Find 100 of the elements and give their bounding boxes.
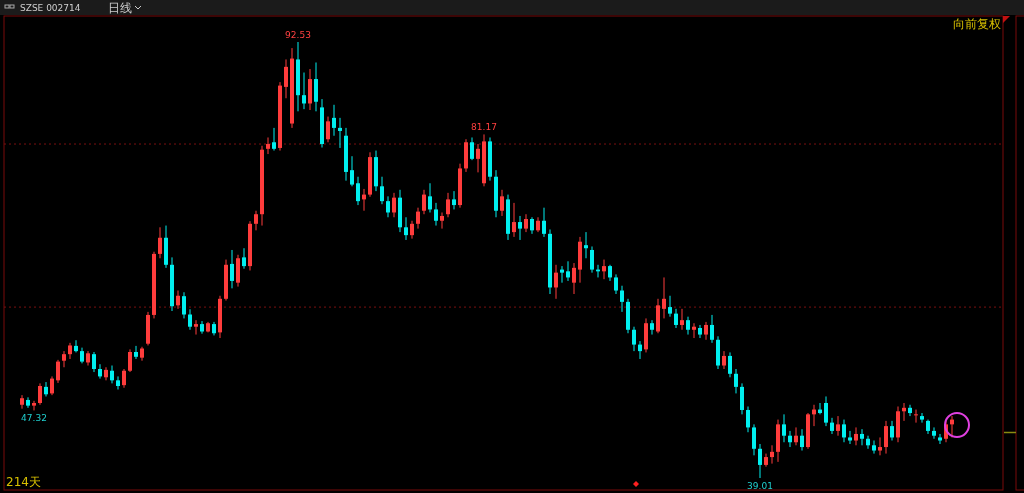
candlestick	[824, 395, 828, 427]
candlestick	[188, 308, 192, 331]
candlestick	[422, 189, 426, 215]
candlestick	[836, 415, 840, 437]
candlestick	[104, 366, 108, 381]
chart-title: SZSE 002714	[20, 3, 81, 13]
candlestick	[62, 350, 66, 368]
candlestick	[434, 202, 438, 227]
annotation: 81.17	[471, 122, 497, 133]
candlestick	[740, 382, 744, 415]
candlestick	[788, 430, 792, 448]
candlestick	[920, 412, 924, 424]
candlestick	[452, 190, 456, 210]
candlestick	[560, 265, 564, 284]
candlestick	[698, 324, 702, 339]
candlestick	[632, 326, 636, 352]
candlestick	[44, 381, 48, 397]
text: 向前复权	[953, 17, 1001, 31]
candlestick	[602, 259, 606, 280]
candlestick	[392, 192, 396, 218]
candlestick	[500, 189, 504, 217]
candlestick	[758, 443, 762, 479]
candlestick	[416, 207, 420, 230]
candlestick	[848, 430, 852, 445]
candlestick	[542, 207, 546, 238]
candlestick	[746, 406, 750, 433]
candlestick	[386, 195, 390, 218]
candlestick	[326, 116, 330, 143]
candlestick	[638, 340, 642, 360]
candlestick	[302, 72, 306, 110]
candlestick	[266, 136, 270, 155]
candlestick	[440, 211, 444, 230]
candlestick	[752, 423, 756, 456]
candlestick	[92, 351, 96, 373]
candlestick	[254, 210, 258, 231]
candlestick	[728, 351, 732, 378]
candlestick	[428, 182, 432, 213]
candlestick	[512, 202, 516, 238]
candlestick	[782, 413, 786, 443]
candlestick	[878, 436, 882, 456]
candlestick	[884, 420, 888, 455]
candlestick	[518, 215, 522, 241]
candlestick	[734, 368, 738, 394]
candlestick	[680, 308, 684, 331]
candlestick	[662, 276, 666, 319]
candlestick	[470, 136, 474, 161]
candlestick	[590, 245, 594, 274]
candlestick	[674, 308, 678, 329]
candlestick	[32, 400, 36, 411]
candlestick	[770, 444, 774, 465]
candlestick	[122, 368, 126, 389]
candlestick	[242, 247, 246, 270]
candlestick	[356, 176, 360, 206]
annotation: 214天	[6, 475, 41, 489]
candlestick	[710, 314, 714, 344]
candlestick	[620, 285, 624, 313]
candlestick	[332, 104, 336, 137]
candlestick	[350, 155, 354, 187]
candlestick	[860, 428, 864, 446]
candlestick	[182, 291, 186, 319]
candlestick	[230, 249, 234, 289]
candlestick	[614, 273, 618, 295]
candlestick	[26, 396, 30, 409]
candlestick	[98, 363, 102, 380]
candlestick	[692, 322, 696, 339]
annotation: 92.53	[285, 30, 311, 40]
candlestick	[272, 127, 276, 152]
candlestick	[866, 435, 870, 450]
candlestick	[800, 428, 804, 452]
candlestick	[872, 440, 876, 455]
candlestick	[38, 382, 42, 406]
candlestick	[914, 409, 918, 424]
candlestick	[284, 58, 288, 99]
candlestick	[842, 419, 846, 443]
candlestick	[404, 216, 408, 241]
candlestick	[572, 262, 576, 295]
annotation: 39.01	[747, 481, 773, 491]
candlestick	[116, 375, 120, 390]
candlestick	[314, 61, 318, 112]
candlestick	[476, 143, 480, 173]
candlestick	[176, 290, 180, 310]
candlestick	[908, 404, 912, 417]
text: 日线	[108, 1, 132, 15]
candlestick	[854, 426, 858, 446]
candlestick	[650, 319, 654, 336]
candlestick	[56, 359, 60, 384]
candlestick	[194, 319, 198, 336]
candlestick	[74, 339, 78, 353]
candlestick	[380, 176, 384, 205]
candlestick	[128, 348, 132, 373]
candlestick	[932, 426, 936, 440]
candlestick	[938, 433, 942, 445]
candlestick	[584, 231, 588, 259]
annotation: 47.32	[21, 413, 47, 424]
candlestick	[794, 426, 798, 446]
candlestick	[668, 295, 672, 318]
candlestick	[554, 264, 558, 300]
candlestick	[20, 394, 24, 410]
candlestick	[158, 226, 162, 259]
candlestick	[566, 260, 570, 282]
